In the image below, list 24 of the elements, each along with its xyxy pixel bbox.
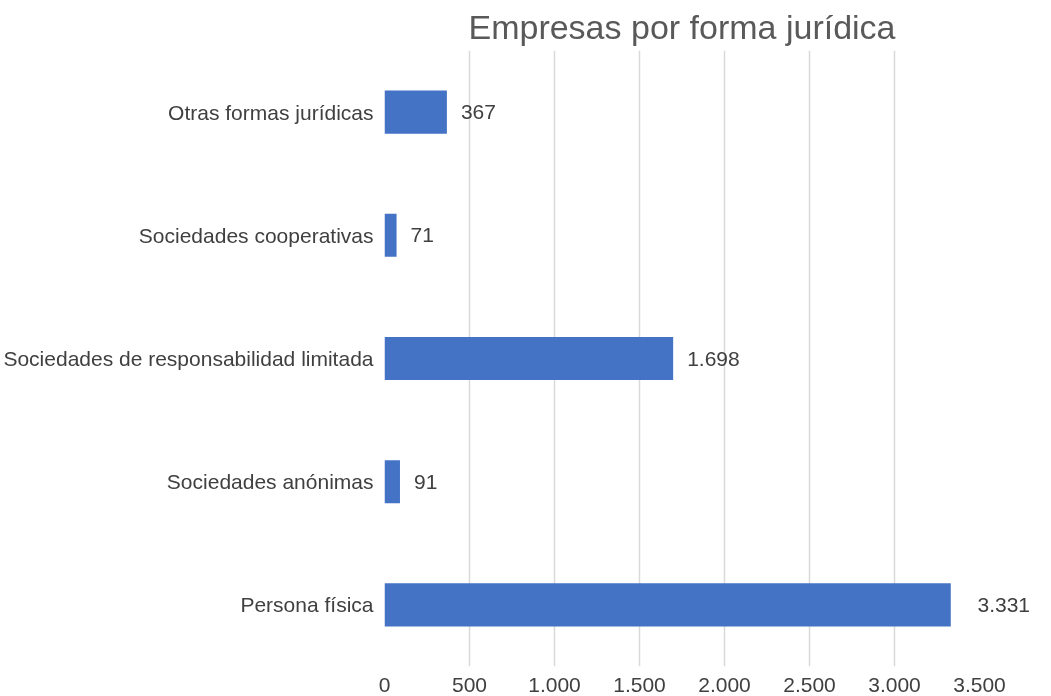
bar	[384, 460, 400, 504]
x-tick-label: 3.500	[953, 672, 1006, 696]
bar	[384, 583, 951, 627]
x-tick-label: 2.500	[783, 672, 836, 696]
data-label: 367	[460, 100, 496, 124]
y-tick-label: Otras formas jurídicas	[168, 100, 374, 124]
bar	[384, 90, 447, 134]
y-tick-label: Persona física	[240, 593, 374, 617]
x-tick-label: 2.000	[698, 672, 751, 696]
x-tick-label: 1.500	[613, 672, 666, 696]
x-tick-label: 1.000	[528, 672, 581, 696]
x-tick-label: 0	[378, 672, 391, 696]
data-label: 1.698	[687, 346, 740, 370]
bar	[384, 336, 674, 381]
x-tick-label: 3.000	[868, 672, 921, 696]
y-tick-label: Sociedades de responsabilidad limitada	[3, 347, 374, 370]
y-tick-label: Sociedades cooperativas	[138, 223, 374, 247]
chart-title: Empresas por forma jurídica	[468, 7, 896, 46]
data-label: 71	[410, 223, 434, 247]
x-tick-label: 500	[451, 672, 488, 696]
y-tick-label: Sociedades anónimas	[166, 470, 374, 494]
bar	[384, 213, 397, 257]
data-label: 91	[413, 469, 438, 493]
data-label: 3.331	[977, 592, 1031, 616]
